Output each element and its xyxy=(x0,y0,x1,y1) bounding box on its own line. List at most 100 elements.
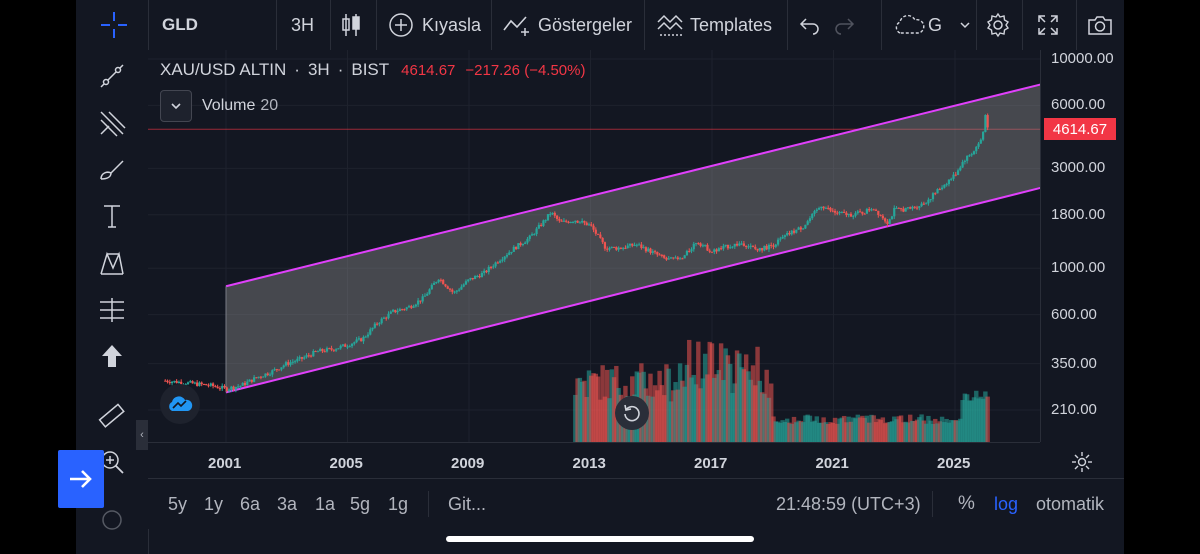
candle xyxy=(371,327,374,330)
channel-upper-line[interactable] xyxy=(225,80,1053,288)
brush-tool[interactable] xyxy=(94,152,130,188)
volume-bar xyxy=(759,392,765,442)
trend-line-icon xyxy=(100,64,124,88)
price-chart[interactable] xyxy=(148,50,1053,442)
text-tool[interactable] xyxy=(94,198,130,234)
go-to-realtime-button[interactable] xyxy=(58,450,104,508)
candle xyxy=(239,385,242,387)
candle xyxy=(189,381,192,383)
interval-button[interactable]: 3H xyxy=(291,14,315,35)
undo-button[interactable] xyxy=(798,0,822,50)
candle xyxy=(713,249,716,252)
candle xyxy=(640,244,643,248)
tradingview-logo[interactable] xyxy=(160,384,200,424)
volume-bar xyxy=(907,414,913,442)
volume-bar xyxy=(700,378,706,442)
percent-scale-button[interactable]: % xyxy=(958,493,975,514)
indicators-button[interactable]: Göstergeler xyxy=(502,0,632,50)
auto-scale-button[interactable]: otomatik xyxy=(1036,493,1105,514)
chart-style-button[interactable] xyxy=(340,0,362,50)
symbol-search-button[interactable]: GLD xyxy=(162,15,198,34)
candle xyxy=(751,245,755,247)
range-5d-button[interactable]: 5g xyxy=(350,493,371,514)
candle xyxy=(323,351,326,353)
candle xyxy=(407,306,411,308)
volume-bar xyxy=(885,422,890,442)
time-axis[interactable]: 2001 2005 2009 2013 2017 2021 2025 xyxy=(148,442,1040,479)
volume-bar xyxy=(575,378,580,442)
undo-icon xyxy=(799,18,819,35)
goto-date-button[interactable]: Git... xyxy=(448,493,487,514)
volume-bar xyxy=(882,423,888,442)
candle xyxy=(788,233,791,235)
candle xyxy=(330,348,333,350)
channel-fill xyxy=(226,81,1053,393)
candle xyxy=(906,207,910,209)
candle xyxy=(389,311,392,314)
crosshair-tool-button[interactable] xyxy=(94,0,134,50)
prediction-tool[interactable] xyxy=(94,292,130,328)
candle xyxy=(385,317,388,319)
candle xyxy=(893,207,896,217)
candle xyxy=(198,382,201,386)
price-axis[interactable]: 10000.00 6000.00 3000.00 1800.00 1000.00 600.… xyxy=(1040,50,1124,442)
volume-bar xyxy=(876,418,881,442)
collapse-toolbar-toggle[interactable]: ‹ xyxy=(136,420,148,450)
settings-button[interactable] xyxy=(984,0,1012,50)
range-3m-button[interactable]: 3a xyxy=(277,493,298,514)
candle xyxy=(731,246,734,248)
volume-bar xyxy=(951,420,956,442)
candle xyxy=(521,244,525,246)
candle xyxy=(558,218,561,221)
time-axis-label: 2021 xyxy=(815,455,849,472)
range-1d-button[interactable]: 1g xyxy=(388,493,409,514)
candle xyxy=(480,273,484,278)
volume-bar xyxy=(737,353,742,442)
fullscreen-button[interactable] xyxy=(1036,0,1060,50)
candle xyxy=(781,236,784,239)
candle xyxy=(815,209,818,212)
range-6m-button[interactable]: 6a xyxy=(240,493,261,514)
candle xyxy=(911,206,914,209)
compare-button[interactable]: Kıyasla xyxy=(388,0,481,50)
zoom-tool[interactable] xyxy=(94,444,130,480)
volume-bar xyxy=(730,393,735,442)
candle xyxy=(915,207,919,209)
candle xyxy=(505,254,509,257)
candle xyxy=(175,380,178,384)
snapshot-button[interactable] xyxy=(1086,0,1114,50)
gann-fan-tool[interactable] xyxy=(94,105,130,141)
layout-button[interactable]: G xyxy=(892,0,972,50)
pattern-tool[interactable] xyxy=(94,245,130,281)
candle xyxy=(453,291,456,293)
volume-bar xyxy=(844,422,849,442)
candle xyxy=(615,247,618,250)
axis-settings-icon[interactable] xyxy=(1070,450,1094,474)
redo-icon xyxy=(835,18,855,35)
candle xyxy=(553,212,556,216)
trend-line-tool[interactable] xyxy=(94,58,130,94)
chart-pane[interactable] xyxy=(148,50,1053,442)
candle xyxy=(396,311,399,313)
range-1m-button[interactable]: 1a xyxy=(315,493,336,514)
measure-tool[interactable] xyxy=(94,398,130,434)
icons-tool[interactable] xyxy=(94,338,130,374)
time-axis-label: 2001 xyxy=(208,455,242,472)
volume-bar xyxy=(725,355,731,442)
range-5y-button[interactable]: 5y xyxy=(168,493,188,514)
clock-timezone-button[interactable]: 21:48:59 (UTC+3) xyxy=(776,493,921,514)
templates-button[interactable]: Templates xyxy=(656,0,772,50)
candle xyxy=(309,355,313,357)
candle xyxy=(291,361,294,363)
top-toolbar: GLD 3H Kıyasla xyxy=(76,0,1124,51)
channel-lower-line[interactable] xyxy=(225,183,1053,394)
redo-button[interactable] xyxy=(832,0,856,50)
log-scale-button[interactable]: log xyxy=(994,493,1019,514)
volume-bar xyxy=(712,377,717,442)
reset-chart-button[interactable] xyxy=(615,396,649,430)
range-1y-button[interactable]: 1y xyxy=(204,493,224,514)
legend-collapse-button[interactable] xyxy=(160,90,192,122)
candle xyxy=(243,382,247,386)
magnet-tool[interactable] xyxy=(94,502,130,538)
candle xyxy=(738,243,741,246)
